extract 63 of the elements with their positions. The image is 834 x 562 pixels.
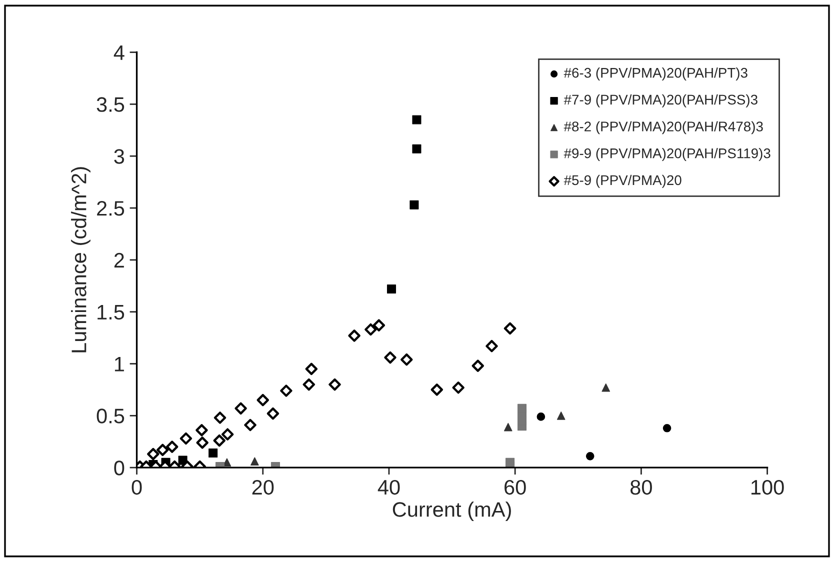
point: [364, 323, 377, 336]
point: [536, 412, 546, 421]
point: [400, 353, 413, 366]
point: [156, 444, 169, 456]
point: [586, 452, 594, 460]
x-tick-label: 20: [252, 480, 274, 495]
point: [506, 458, 515, 467]
point: [472, 360, 484, 372]
point: [328, 378, 341, 391]
legend-label: #6-3 (PPV/PMA)20(PAH/PT)3: [564, 68, 748, 80]
x-axis-title: Current (mA): [392, 502, 511, 521]
point: [384, 351, 396, 364]
point: [180, 432, 192, 445]
x-tick-label: 80: [630, 480, 652, 495]
y-tick-label: 2: [114, 252, 124, 268]
point: [386, 284, 396, 294]
point: [302, 378, 316, 391]
y-tick-label: 4: [114, 45, 124, 60]
point: [208, 448, 218, 458]
x-tick-label: 60: [504, 480, 526, 495]
y-tick-label: 1: [114, 356, 124, 372]
point: [166, 440, 178, 453]
legend-label: #9-9 (PPV/PMA)20(PAH/PS119)3: [564, 148, 770, 161]
point: [504, 422, 512, 432]
point: [266, 407, 280, 420]
point: [412, 144, 422, 154]
point: [221, 428, 234, 440]
point: [504, 322, 516, 335]
legend-label: #5-9 (PPV/PMA)20: [564, 174, 682, 188]
y-axis-title: Luminance (cd/m^2): [71, 167, 90, 352]
y-tick-label: 0.5: [96, 408, 124, 424]
point: [410, 200, 419, 210]
point: [213, 434, 226, 447]
point: [412, 115, 422, 124]
point: [430, 384, 444, 396]
point: [305, 362, 318, 376]
point: [214, 412, 226, 424]
point: [517, 404, 527, 413]
y-tick-label: 0: [114, 460, 124, 476]
point: [452, 382, 464, 394]
x-tick-label: 100: [751, 480, 784, 495]
point: [280, 384, 292, 397]
x-tick-label: 0: [132, 480, 142, 495]
point: [662, 424, 672, 432]
point: [256, 394, 269, 406]
point: [602, 383, 610, 392]
point: [348, 330, 360, 342]
point: [196, 436, 208, 449]
point: [250, 457, 259, 466]
point: [486, 340, 498, 352]
legend-label: #7-9 (PPV/PMA)20(PAH/PSS)3: [564, 94, 758, 108]
y-tick-label: 3: [114, 149, 124, 164]
y-tick-label: 3.5: [96, 97, 124, 112]
point: [556, 412, 566, 420]
y-tick-label: 2.5: [97, 201, 124, 216]
point: [372, 319, 386, 332]
point: [147, 448, 160, 460]
y-tick-label: 1.5: [98, 305, 124, 320]
point: [244, 418, 256, 432]
legend-label: #8-2 (PPV/PMA)20(PAH/R478)3: [564, 121, 763, 134]
point: [196, 424, 208, 436]
x-tick-label: 40: [378, 480, 400, 495]
point: [234, 402, 247, 415]
